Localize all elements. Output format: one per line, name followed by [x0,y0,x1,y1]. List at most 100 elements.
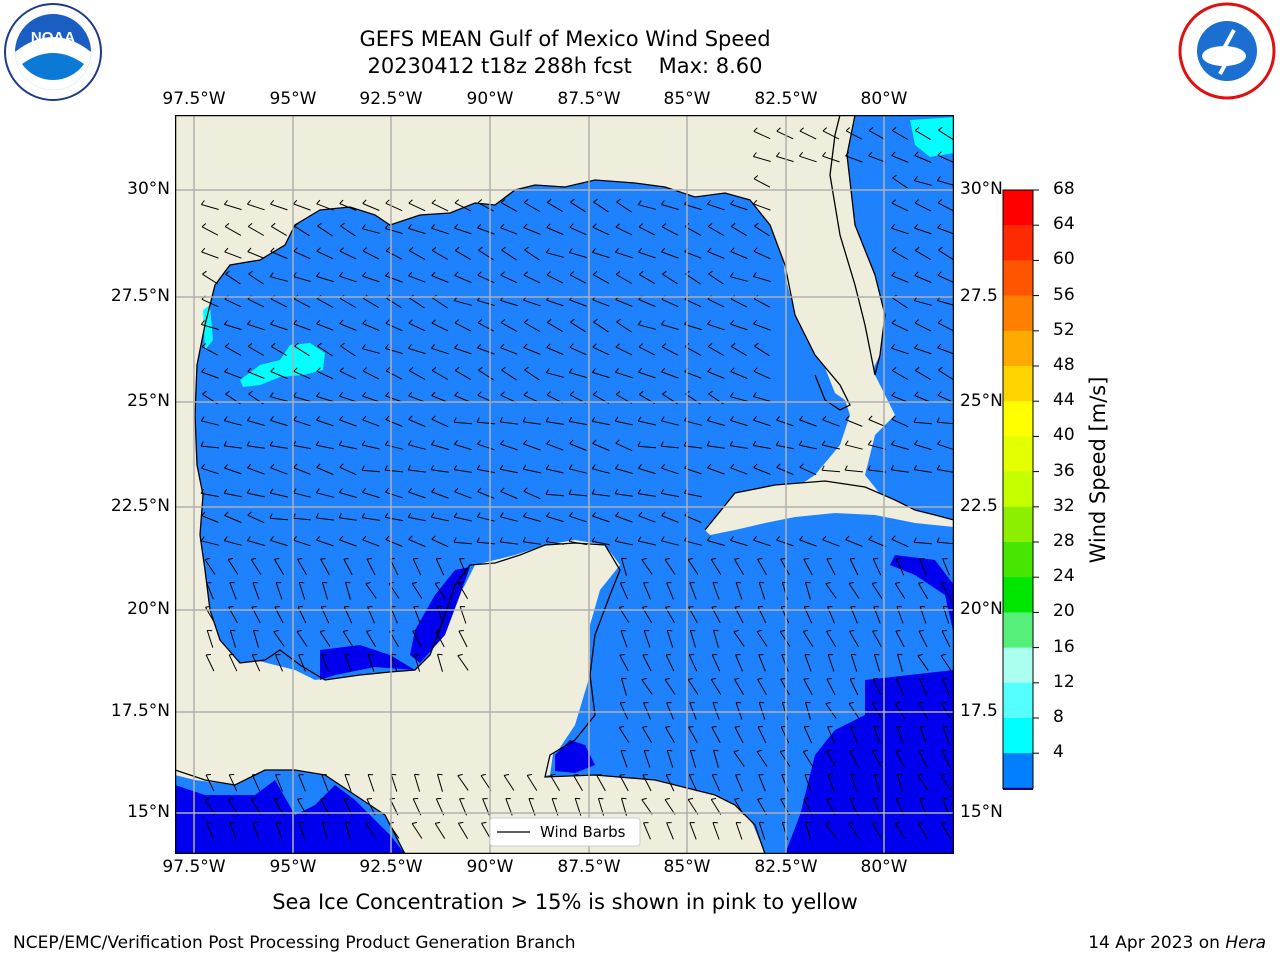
wind-barb [545,464,564,474]
wind-barb [940,653,952,671]
wind-barb [735,702,743,720]
wind-barb [523,271,541,284]
wind-barb [273,797,285,815]
wind-barb [273,629,285,647]
wind-barb [430,465,449,473]
colorbar-segment [1003,401,1033,437]
wind-barb [614,464,633,474]
wind-barb [730,367,748,379]
wind-barb [642,774,652,792]
wind-barb [733,557,745,575]
wind-barb [754,342,770,357]
wind-barb [914,440,932,451]
wind-barb [614,536,633,546]
wind-barb [321,654,329,672]
wind-barbs [200,126,954,840]
wind-barb [431,535,449,548]
wind-barb [706,416,725,426]
wind-barb [201,511,219,523]
wind-barb [248,270,264,285]
wind-barb [614,416,633,426]
wind-barb [776,535,794,547]
colorbar-segment [1003,366,1033,402]
colorbar-tick-label: 48 [1053,355,1075,375]
wind-barb [845,535,863,547]
wind-barb [849,558,859,576]
wind-barb [643,822,651,840]
colorbar-tick-label: 8 [1053,707,1064,727]
wind-barb [689,629,697,648]
wind-barb [339,391,357,403]
wind-barb [523,439,541,451]
wind-barb [661,223,679,236]
wind-barb [664,557,676,575]
wind-barb [710,797,722,815]
wind-barb [871,821,883,839]
wind-barb [940,773,952,791]
wind-barb [408,535,426,547]
wind-barb [269,488,288,498]
wind-barb [408,487,426,499]
wind-barb [412,558,422,576]
wind-barb [620,630,628,648]
wind-8-12-patch-ne [910,117,954,157]
wind-barb [200,488,219,498]
wind-barb [384,224,403,234]
lat-tick-label: 20°N [127,599,170,619]
wind-barb [361,224,380,234]
wind-barb [805,581,811,600]
wind-barb [752,152,771,162]
wind-barb [758,774,766,792]
colorbar-label: Wind Speed [m/s] [1086,376,1110,564]
wind-barb [503,773,515,791]
wind-barb [523,487,541,500]
wind-barb [385,199,403,212]
wind-barb [316,392,334,403]
wind-barb [408,247,426,260]
wind-barb [711,774,721,792]
wind-barb [708,270,724,285]
wind-8-12-patch [240,343,325,387]
wind-barb [873,773,881,792]
wind-barb [296,629,308,647]
wind-barb [894,701,906,719]
land-cuba [705,481,954,535]
wind-barb [546,198,563,213]
wind-barb [687,797,699,815]
wind-barb [568,416,587,426]
wind-barb [711,726,721,744]
wind-barb [619,774,629,792]
colorbar-tick-label: 20 [1053,601,1075,622]
wind-barb [941,581,951,600]
wind-barb [247,319,265,331]
wind-barb [753,247,771,260]
wind-barb [730,222,747,237]
wind-barb [891,535,909,548]
wind-barb [872,750,882,768]
wind-barb [661,463,679,475]
wind-barb [224,200,242,211]
wind-barb [205,654,215,672]
wind-barb [802,629,814,647]
ocean-atlantic [840,115,954,510]
wind-barb [936,537,954,545]
wind-barb [592,439,610,451]
wind-barb [621,677,627,696]
wind-barb [321,821,329,840]
wind-barb [366,558,376,576]
wind-barb [437,773,443,792]
wind-barb [454,271,472,283]
wind-barb [733,749,745,767]
wind-barb [344,654,352,672]
lat-tick-label: 25°N [127,391,170,411]
wind-barb [251,654,261,672]
wind-barb [434,821,446,839]
wind-barb [362,535,380,547]
wind-barb [592,511,610,523]
wind-barb [891,127,909,140]
wind-barb [345,581,351,600]
wind-barb [499,417,518,425]
wind-barb [688,774,698,792]
wind-barb [758,581,766,600]
wind-barb [937,271,954,284]
